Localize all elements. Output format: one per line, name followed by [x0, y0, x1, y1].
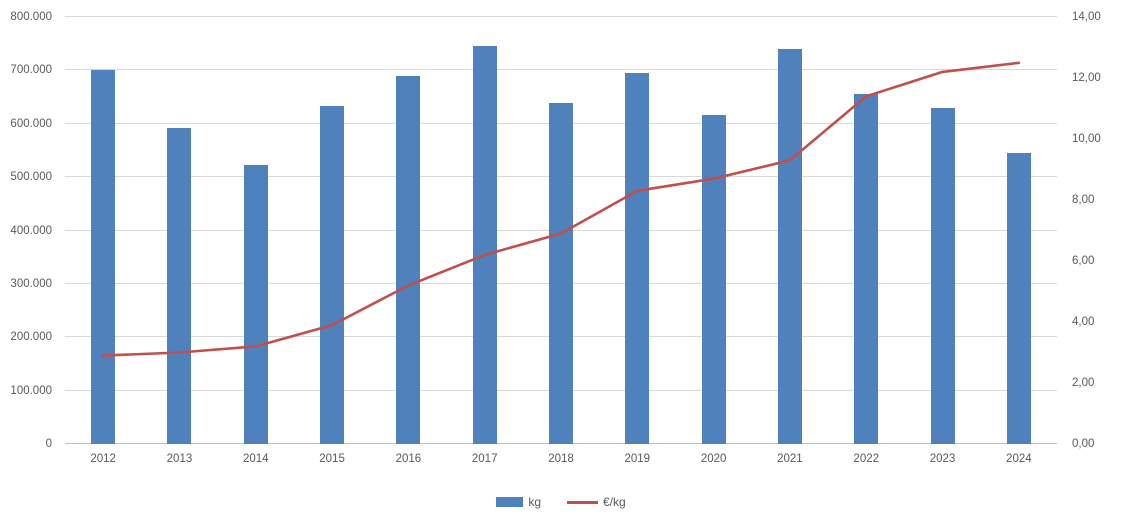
legend-line-swatch	[567, 500, 598, 504]
x-axis-label-2015: 2015	[319, 453, 345, 465]
x-axis-label-2018: 2018	[548, 453, 574, 465]
x-axis-label-2014: 2014	[242, 453, 269, 465]
x-axis-label-2024: 2024	[1006, 453, 1032, 465]
left-axis-tick-label: 700.000	[10, 64, 52, 77]
bar-2016	[396, 75, 421, 444]
right-axis-tick-label: 8,00	[1072, 194, 1095, 207]
x-axis-labels: 2012 2013 2014 2015 2016 2017 2018 2019 2020 2021…	[65, 453, 1057, 469]
bar-2012	[91, 69, 116, 444]
right-axis-tick-label: 4,00	[1072, 316, 1095, 329]
right-axis-tick-label: 14,00	[1072, 11, 1101, 23]
gridline	[65, 69, 1057, 71]
left-axis-tick-label: 100.000	[10, 384, 52, 397]
bar-2024	[1006, 152, 1031, 444]
x-axis-label-2019: 2019	[624, 453, 651, 465]
left-axis-labels: 0 100.000 200.000 300.000 400.000 500.000 600.…	[0, 11, 58, 450]
x-axis-label-2012: 2012	[90, 453, 116, 465]
bar-2021	[777, 49, 802, 444]
x-axis-label-2022: 2022	[853, 453, 880, 465]
left-axis-tick-label: 500.000	[10, 171, 52, 184]
right-axis-tick-label: 2,00	[1072, 377, 1095, 390]
x-axis-label-2020: 2020	[700, 453, 727, 465]
right-axis-tick-label: 10,00	[1072, 133, 1101, 145]
bar-2013	[167, 128, 192, 444]
legend-label: kg	[528, 495, 541, 509]
bar-2019	[625, 73, 650, 444]
x-axis-label-2016: 2016	[395, 453, 422, 465]
left-axis-tick-label: 300.000	[10, 277, 52, 290]
left-axis-tick-label: 0	[45, 438, 52, 450]
bar-2015	[320, 106, 345, 444]
plot-area	[65, 16, 1057, 444]
bar-2023	[930, 108, 955, 444]
bar-2014	[243, 164, 268, 444]
left-axis-tick-label: 200.000	[10, 331, 52, 344]
x-axis-label-2023: 2023	[929, 453, 956, 465]
price-line-chart	[101, 61, 1021, 357]
gridline	[65, 16, 1057, 17]
right-axis-labels: 0,00 2,00 4,00 6,00 8,00 10,00 12,00 14,00	[1064, 11, 1122, 450]
x-axis-label-2013: 2013	[166, 453, 193, 465]
bar-2022	[854, 94, 879, 444]
price-line	[101, 61, 1021, 357]
left-axis-tick-label: 800.000	[10, 11, 52, 23]
right-axis-tick-label: 12,00	[1072, 72, 1101, 84]
bar-2017	[472, 46, 497, 444]
bar-2018	[549, 102, 573, 444]
x-axis-label-2021: 2021	[777, 453, 803, 465]
legend-bar-swatch	[496, 497, 524, 507]
legend: kg €/kg	[0, 492, 1122, 512]
right-axis-tick-label: 6,00	[1072, 255, 1095, 267]
legend-label: €/kg	[603, 495, 626, 509]
left-axis-tick-label: 400.000	[10, 224, 52, 237]
legend-item-kg: kg	[496, 495, 541, 509]
legend-item-€/kg: €/kg	[567, 495, 626, 509]
bar-2020	[701, 115, 726, 444]
x-axis-label-2017: 2017	[471, 453, 498, 465]
right-axis-tick-label: 0,00	[1072, 438, 1095, 450]
left-axis-tick-label: 600.000	[10, 117, 52, 130]
